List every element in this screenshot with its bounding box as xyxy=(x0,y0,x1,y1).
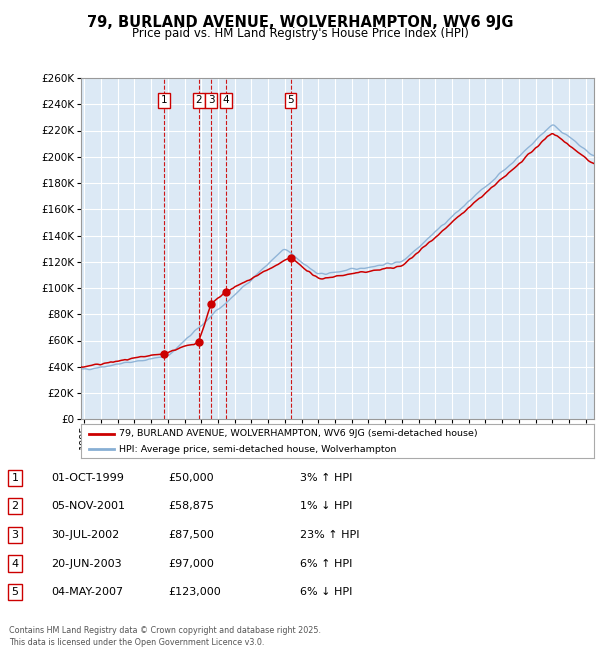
Text: 1: 1 xyxy=(11,473,19,483)
Text: 05-NOV-2001: 05-NOV-2001 xyxy=(51,501,125,512)
Text: 5: 5 xyxy=(11,587,19,597)
Text: 1: 1 xyxy=(160,95,167,105)
Text: 23% ↑ HPI: 23% ↑ HPI xyxy=(300,530,359,540)
Text: £123,000: £123,000 xyxy=(168,587,221,597)
Text: £97,000: £97,000 xyxy=(168,558,214,569)
Text: 01-OCT-1999: 01-OCT-1999 xyxy=(51,473,124,483)
Text: 4: 4 xyxy=(11,558,19,569)
Text: 1% ↓ HPI: 1% ↓ HPI xyxy=(300,501,352,512)
Text: £87,500: £87,500 xyxy=(168,530,214,540)
Text: £58,875: £58,875 xyxy=(168,501,214,512)
Text: 3: 3 xyxy=(208,95,214,105)
Text: 3% ↑ HPI: 3% ↑ HPI xyxy=(300,473,352,483)
Text: 79, BURLAND AVENUE, WOLVERHAMPTON, WV6 9JG: 79, BURLAND AVENUE, WOLVERHAMPTON, WV6 9… xyxy=(87,15,513,31)
Text: 2: 2 xyxy=(11,501,19,512)
Text: HPI: Average price, semi-detached house, Wolverhampton: HPI: Average price, semi-detached house,… xyxy=(119,445,397,454)
Text: Price paid vs. HM Land Registry's House Price Index (HPI): Price paid vs. HM Land Registry's House … xyxy=(131,27,469,40)
Text: 79, BURLAND AVENUE, WOLVERHAMPTON, WV6 9JG (semi-detached house): 79, BURLAND AVENUE, WOLVERHAMPTON, WV6 9… xyxy=(119,429,478,438)
Text: 04-MAY-2007: 04-MAY-2007 xyxy=(51,587,123,597)
Text: 30-JUL-2002: 30-JUL-2002 xyxy=(51,530,119,540)
Text: Contains HM Land Registry data © Crown copyright and database right 2025.
This d: Contains HM Land Registry data © Crown c… xyxy=(9,626,321,647)
Text: 4: 4 xyxy=(223,95,229,105)
Text: 5: 5 xyxy=(287,95,294,105)
Text: 6% ↑ HPI: 6% ↑ HPI xyxy=(300,558,352,569)
Text: 3: 3 xyxy=(11,530,19,540)
Text: 20-JUN-2003: 20-JUN-2003 xyxy=(51,558,122,569)
Text: 6% ↓ HPI: 6% ↓ HPI xyxy=(300,587,352,597)
Text: 2: 2 xyxy=(196,95,202,105)
Text: £50,000: £50,000 xyxy=(168,473,214,483)
